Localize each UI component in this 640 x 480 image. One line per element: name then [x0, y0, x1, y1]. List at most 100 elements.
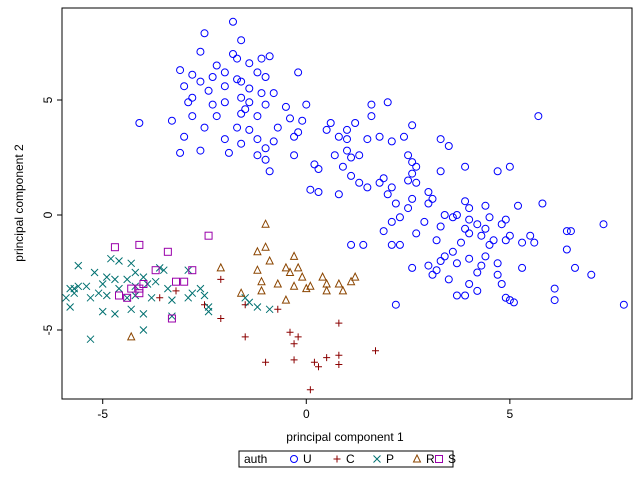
point-U-55 — [294, 128, 303, 137]
point-R-1 — [261, 242, 270, 251]
point-P-39 — [111, 310, 119, 318]
point-U-8 — [245, 59, 254, 68]
series-S — [110, 231, 213, 323]
point-U-160 — [452, 259, 461, 268]
point-P-3 — [115, 257, 123, 265]
point-C-13 — [262, 358, 270, 366]
point-R-26 — [338, 285, 348, 295]
point-P-7 — [159, 266, 168, 275]
point-U-147 — [489, 236, 498, 245]
point-R-9 — [297, 271, 307, 281]
point-U-29 — [220, 98, 229, 107]
point-U-22 — [245, 84, 254, 93]
point-U-31 — [261, 100, 270, 109]
point-P-12 — [139, 273, 148, 281]
point-P-2 — [107, 254, 115, 263]
series-U — [135, 17, 628, 309]
point-R-10 — [318, 271, 327, 281]
axis-ticks: -5 0 5 -5 0 5 — [41, 96, 514, 421]
point-U-152 — [448, 247, 457, 256]
point-C-16 — [323, 354, 331, 362]
point-U-56 — [408, 121, 417, 130]
point-U-129 — [497, 220, 506, 229]
point-R-20 — [257, 285, 266, 295]
point-C-7 — [286, 328, 294, 336]
point-U-25 — [188, 93, 197, 102]
point-U-69 — [387, 137, 396, 146]
point-U-109 — [461, 197, 470, 206]
point-P-0 — [74, 261, 83, 270]
point-R-11 — [350, 271, 360, 281]
point-P-14 — [74, 282, 83, 291]
point-U-15 — [208, 73, 217, 81]
point-C-6 — [274, 305, 282, 313]
point-U-3 — [196, 47, 205, 56]
point-U-119 — [448, 213, 457, 222]
point-U-113 — [424, 199, 433, 208]
point-P-26 — [86, 293, 95, 302]
point-P-42 — [168, 312, 176, 321]
legend-label-R: R — [426, 452, 435, 466]
point-U-167 — [428, 270, 437, 279]
point-U-11 — [220, 68, 229, 77]
point-U-10 — [176, 66, 185, 75]
point-U-130 — [436, 222, 445, 231]
point-U-159 — [436, 257, 445, 265]
point-R-3 — [265, 255, 274, 265]
point-U-32 — [208, 100, 217, 109]
point-U-157 — [408, 263, 417, 272]
legend-marker-R — [412, 453, 422, 463]
point-S-9 — [127, 284, 136, 293]
point-P-5 — [131, 268, 140, 277]
point-U-84 — [404, 151, 413, 160]
point-U-120 — [485, 213, 494, 222]
x-tick-label-0: -5 — [97, 407, 108, 421]
point-R-4 — [289, 251, 299, 260]
point-U-45 — [135, 119, 144, 127]
point-U-5 — [265, 52, 274, 61]
point-U-165 — [587, 270, 596, 279]
point-C-1 — [172, 287, 180, 295]
point-U-175 — [501, 293, 510, 302]
point-U-61 — [334, 132, 343, 141]
point-U-60 — [290, 132, 299, 141]
legend-marker-U — [290, 455, 298, 463]
point-U-124 — [387, 217, 396, 226]
point-U-44 — [351, 119, 360, 127]
point-U-135 — [477, 231, 486, 240]
point-S-4 — [151, 266, 160, 275]
point-U-64 — [534, 112, 543, 121]
point-U-43 — [367, 112, 376, 121]
legend-marker-P — [373, 455, 381, 463]
point-U-179 — [461, 291, 470, 300]
point-U-92 — [379, 174, 388, 183]
point-U-143 — [395, 240, 404, 249]
legend-label-S: S — [448, 452, 456, 466]
point-R-8 — [285, 267, 295, 276]
point-P-33 — [184, 293, 193, 302]
point-P-21 — [164, 284, 172, 293]
point-U-103 — [424, 188, 433, 196]
point-C-4 — [217, 315, 225, 322]
point-U-169 — [493, 270, 502, 279]
point-U-79 — [310, 160, 319, 169]
point-P-16 — [98, 280, 107, 288]
point-R-13 — [257, 276, 266, 286]
point-U-156 — [562, 245, 571, 254]
point-U-170 — [444, 275, 453, 284]
point-U-36 — [383, 98, 392, 107]
point-U-72 — [196, 146, 205, 155]
point-U-37 — [367, 100, 376, 109]
point-U-2 — [237, 36, 246, 45]
point-P-4 — [127, 259, 136, 268]
legend-marker-S — [435, 455, 443, 463]
legend-marker-C — [333, 455, 341, 463]
y-tick-label-1: 0 — [41, 211, 55, 218]
point-U-18 — [196, 77, 205, 86]
point-U-78 — [330, 151, 339, 160]
point-U-139 — [566, 227, 575, 236]
series-C — [156, 275, 379, 394]
point-U-104 — [306, 185, 315, 194]
point-U-118 — [440, 211, 449, 219]
